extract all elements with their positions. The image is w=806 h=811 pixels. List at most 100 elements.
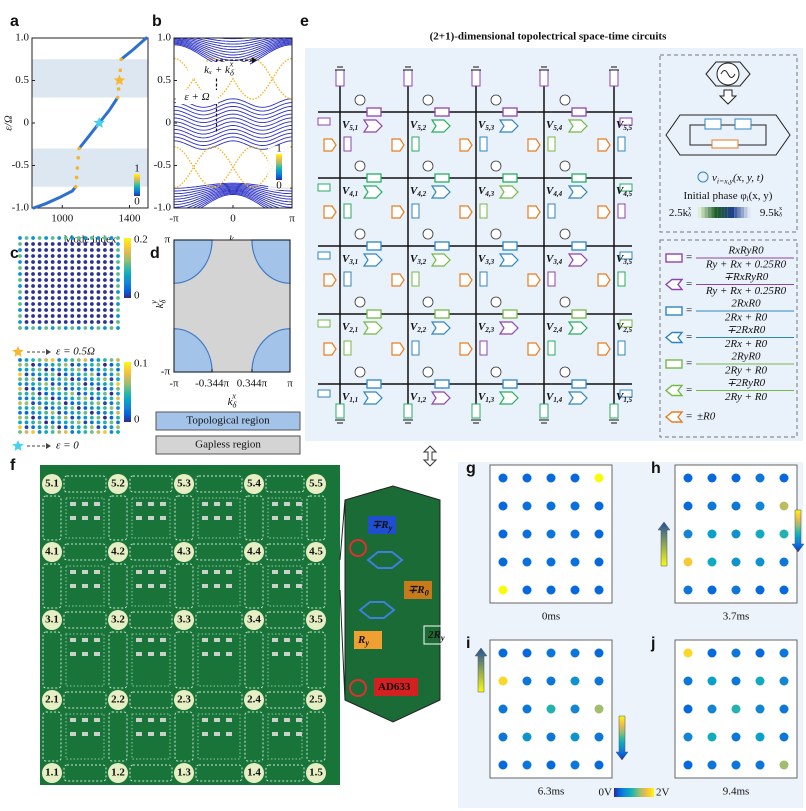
text-part: 2.5k	[669, 207, 689, 219]
voltage-dot	[755, 473, 765, 483]
lattice-site	[44, 401, 49, 406]
phase-swatch	[711, 207, 715, 218]
lattice-site	[89, 430, 94, 434]
resistor	[571, 173, 587, 183]
pcb-component	[70, 652, 76, 656]
pcb-component	[202, 570, 208, 574]
pcb-node-label: 5.2	[111, 478, 125, 490]
pcb-node	[108, 690, 128, 710]
lattice-site	[31, 386, 35, 391]
pcb-link	[265, 691, 305, 709]
lattice-site	[44, 372, 49, 377]
resistor	[411, 136, 420, 152]
ac-source-frame	[705, 61, 751, 87]
lattice-site	[76, 420, 81, 425]
lattice-site	[57, 236, 62, 240]
lattice-site	[116, 296, 120, 300]
lattice-site	[76, 382, 81, 386]
lattice-site	[70, 302, 75, 306]
node-label: V5,3	[478, 119, 495, 132]
text-part: 1,2	[417, 396, 426, 404]
pcb-component	[136, 638, 142, 642]
lattice-site	[83, 391, 88, 396]
voltage-dot	[707, 557, 717, 567]
lattice-site	[37, 284, 42, 288]
lattice-site	[44, 248, 49, 252]
lattice-site	[31, 406, 35, 410]
pcb-component	[148, 638, 154, 642]
voltage-dot	[498, 732, 508, 742]
pcb-component	[284, 652, 290, 656]
lattice-site	[109, 372, 114, 377]
voltage-dot	[683, 473, 693, 483]
phase-swatch	[727, 207, 731, 218]
lattice-site	[44, 410, 49, 415]
pcb-component	[214, 502, 220, 506]
lattice-site	[63, 401, 68, 406]
formula-denominator: 2Rx + R0	[725, 312, 768, 324]
lattice-site	[89, 248, 94, 252]
pcb-component	[70, 584, 76, 588]
voltage-dot	[546, 585, 556, 595]
panel-e-background	[305, 48, 803, 441]
lattice-site	[50, 367, 55, 372]
resistor	[547, 203, 556, 219]
voltage-dot	[779, 648, 789, 658]
lattice-site	[103, 401, 107, 406]
annotation-bg	[188, 62, 250, 78]
lattice-site	[31, 391, 35, 396]
pcb-chip-area	[197, 497, 241, 539]
voltage-dot	[522, 760, 532, 770]
lattice-site	[24, 242, 29, 246]
lattice-site	[70, 296, 75, 300]
lattice-site	[103, 391, 107, 396]
y-tick-label: 0	[24, 117, 30, 129]
resistor	[479, 203, 488, 219]
pcb-node-label: 3.5	[309, 614, 323, 626]
lattice-site	[89, 362, 94, 367]
pcb-component	[160, 638, 166, 642]
inset-label: ∓Ry	[372, 519, 393, 533]
colorbar-label: 2V	[656, 787, 670, 799]
band-curve	[174, 39, 292, 56]
text-part: 2,3	[484, 326, 494, 334]
lattice-site	[44, 266, 49, 270]
voltage-dot	[546, 529, 556, 539]
lattice-site	[103, 358, 107, 362]
text-part: 1,1	[349, 396, 358, 404]
lattice-site	[24, 396, 29, 401]
lattice-site	[57, 391, 62, 396]
lattice-site	[44, 425, 49, 430]
lattice-site	[103, 290, 107, 294]
pcb-component	[148, 584, 154, 588]
formula-prefix: =	[686, 252, 692, 264]
voltage-dot	[498, 501, 508, 511]
lattice-site	[83, 377, 88, 382]
text-part: 3,4	[552, 258, 562, 266]
pcb-chip-area	[131, 633, 171, 687]
text-part: 5,3	[485, 124, 494, 132]
resistor	[619, 389, 633, 398]
ground	[539, 419, 549, 424]
lattice-site	[109, 358, 114, 362]
text-part: 2,1	[348, 326, 358, 334]
pcb-node-label: 4.1	[45, 546, 59, 558]
lattice-site	[103, 296, 107, 300]
lattice-site	[116, 290, 120, 294]
pcb-link	[195, 611, 243, 629]
lattice-site	[83, 425, 88, 430]
multiplier	[597, 273, 611, 287]
pcb-link	[244, 711, 264, 762]
pcb-chip-area	[131, 713, 171, 760]
lattice-site	[50, 260, 55, 264]
ground	[471, 66, 481, 71]
formula-icon	[664, 411, 684, 423]
lattice-site	[31, 290, 35, 294]
lattice-site	[83, 302, 88, 306]
voltage-dot	[755, 760, 765, 770]
lattice-site	[37, 272, 42, 276]
pcb-link	[265, 475, 305, 493]
phase-swatch	[731, 207, 735, 218]
marker-star	[12, 346, 24, 357]
lattice-site	[89, 401, 94, 406]
